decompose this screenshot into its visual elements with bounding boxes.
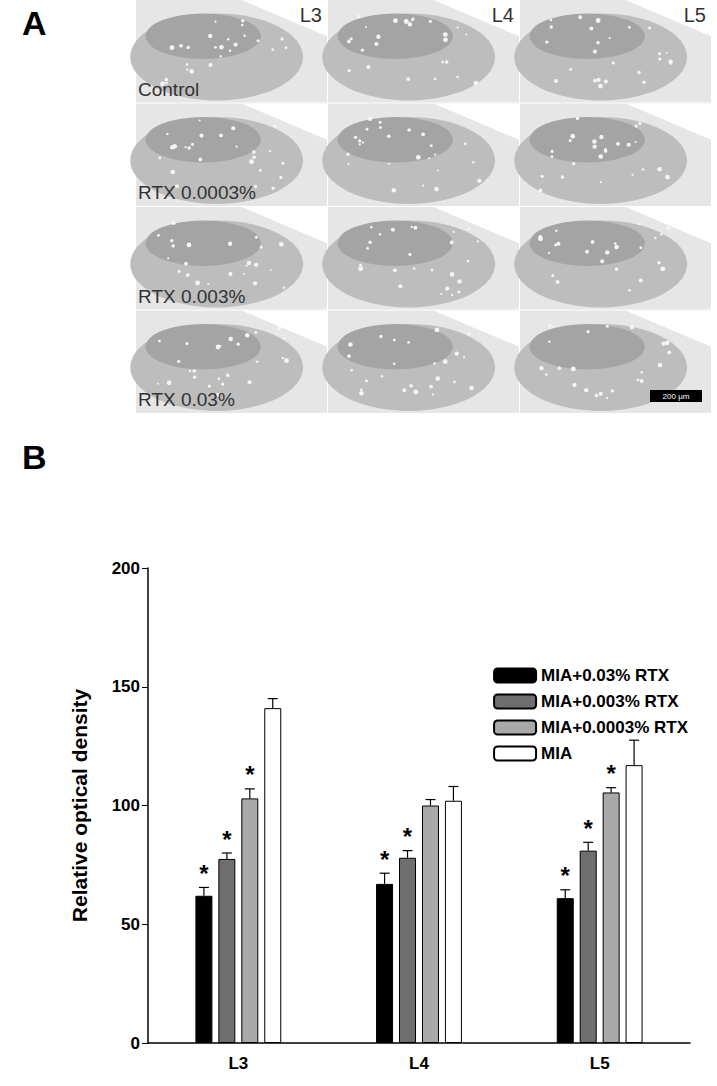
- svg-text:*: *: [380, 846, 390, 873]
- svg-text:100: 100: [112, 796, 140, 815]
- svg-text:RTX 0.0003%: RTX 0.0003%: [138, 182, 256, 203]
- svg-text:RTX 0.003%: RTX 0.003%: [138, 286, 245, 307]
- svg-text:L5: L5: [684, 4, 706, 26]
- svg-text:Control: Control: [138, 79, 199, 100]
- svg-text:RTX 0.03%: RTX 0.03%: [138, 389, 235, 410]
- svg-text:50: 50: [121, 915, 140, 934]
- svg-text:*: *: [403, 823, 413, 850]
- svg-text:0: 0: [131, 1034, 140, 1053]
- html-text:B: B: [22, 438, 47, 476]
- svg-text:*: *: [199, 860, 209, 887]
- svg-text:150: 150: [112, 677, 140, 696]
- svg-text:MIA+0.003% RTX: MIA+0.003% RTX: [541, 692, 679, 711]
- svg-text:L3: L3: [228, 1054, 248, 1073]
- svg-text:200 μm: 200 μm: [663, 392, 690, 401]
- svg-text:*: *: [584, 815, 594, 842]
- svg-text:L4: L4: [492, 4, 514, 26]
- svg-text:L4: L4: [409, 1054, 429, 1073]
- svg-text:Relative optical density: Relative optical density: [68, 688, 91, 922]
- svg-text:MIA+0.03% RTX: MIA+0.03% RTX: [541, 666, 670, 685]
- svg-text:L5: L5: [590, 1054, 610, 1073]
- svg-text:*: *: [561, 862, 571, 889]
- html-text:A: A: [22, 4, 47, 42]
- svg-text:*: *: [222, 826, 232, 853]
- svg-text:MIA: MIA: [541, 744, 572, 763]
- svg-text:*: *: [245, 761, 255, 788]
- svg-text:L3: L3: [300, 4, 322, 26]
- svg-text:*: *: [606, 760, 616, 787]
- svg-text:200: 200: [112, 559, 140, 578]
- svg-text:MIA+0.0003% RTX: MIA+0.0003% RTX: [541, 718, 689, 737]
